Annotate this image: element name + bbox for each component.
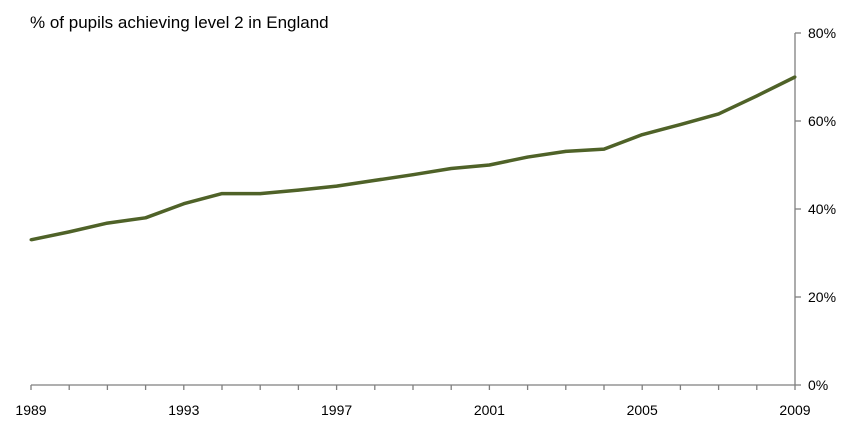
data-point <box>144 216 148 220</box>
y-tick-label: 60% <box>808 113 836 129</box>
axes <box>31 33 796 386</box>
chart-title: % of pupils achieving level 2 in England <box>30 13 329 32</box>
y-tick-label: 0% <box>808 377 828 393</box>
y-tick-label: 40% <box>808 201 836 217</box>
data-point <box>335 184 339 188</box>
x-tick-label: 2009 <box>779 402 810 418</box>
data-point <box>182 202 186 206</box>
data-point <box>296 188 300 192</box>
data-point <box>564 149 568 153</box>
data-point <box>29 238 33 242</box>
data-point <box>449 167 453 171</box>
data-point <box>640 133 644 137</box>
data-point <box>678 123 682 127</box>
x-tick-label: 1989 <box>15 402 46 418</box>
data-point <box>373 178 377 182</box>
data-point <box>220 192 224 196</box>
data-point <box>793 75 797 79</box>
data-point <box>487 163 491 167</box>
y-axis-ticks: 0% 20% 40% 60% 80% <box>795 25 836 393</box>
x-tick-label: 2001 <box>474 402 505 418</box>
data-point <box>526 155 530 159</box>
data-point <box>258 192 262 196</box>
data-point <box>602 147 606 151</box>
data-point <box>411 173 415 177</box>
data-point <box>105 221 109 225</box>
x-axis-ticks: 1989 1993 1997 2001 2005 2009 <box>15 385 811 418</box>
series-layer <box>29 75 797 242</box>
data-point <box>67 230 71 234</box>
data-point <box>755 94 759 98</box>
y-tick-label: 20% <box>808 289 836 305</box>
x-tick-label: 1993 <box>168 402 199 418</box>
x-tick-label: 1997 <box>321 402 352 418</box>
data-point <box>717 112 721 116</box>
x-tick-label: 2005 <box>627 402 658 418</box>
y-tick-label: 80% <box>808 25 836 41</box>
series-line <box>30 75 796 242</box>
